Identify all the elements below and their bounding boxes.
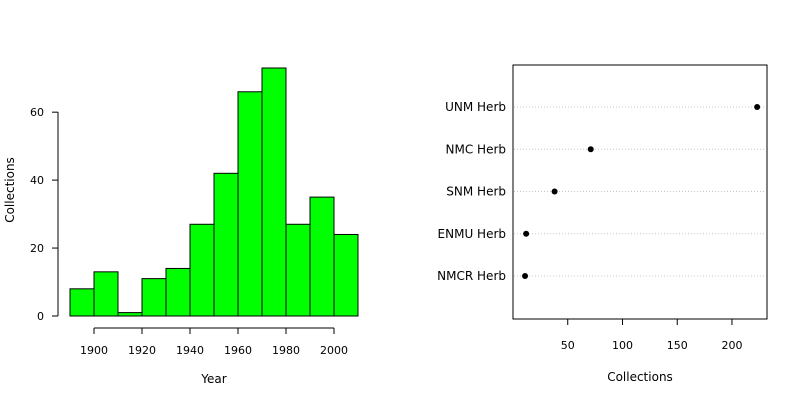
histogram-bar xyxy=(69,288,95,317)
histogram-bar xyxy=(261,67,287,317)
histogram-x-tick-label: 1920 xyxy=(128,344,156,357)
histogram-bar xyxy=(333,233,359,317)
dotchart-category-label: UNM Herb xyxy=(445,100,506,114)
histogram-bar xyxy=(141,278,167,317)
histogram-x-tick-label: 1980 xyxy=(272,344,300,357)
dotchart-point xyxy=(551,188,558,195)
dotchart-category-label: NMC Herb xyxy=(446,142,506,156)
histogram-bar xyxy=(213,172,239,317)
histogram-bar xyxy=(309,196,335,317)
dotchart-point xyxy=(523,230,530,237)
dotchart-point xyxy=(587,146,594,153)
dotchart-x-axis: 50 100 150 200 xyxy=(561,319,742,352)
histogram-x-tick-label: 1900 xyxy=(80,344,108,357)
dotchart-x-tick-label: 150 xyxy=(667,339,688,352)
dotchart-point xyxy=(754,104,761,110)
dotchart-plot-frame xyxy=(512,64,768,320)
dotchart-category-label: ENMU Herb xyxy=(438,227,506,241)
dotchart-x-tick-label: 200 xyxy=(721,339,742,352)
histogram-y-axis-title: Collections xyxy=(3,157,17,223)
dotchart-x-tick-label: 50 xyxy=(561,339,575,352)
histogram-y-tick-label: 20 xyxy=(30,242,44,255)
histogram-bar xyxy=(189,223,215,317)
histogram-x-axis-title: Year xyxy=(200,372,226,386)
histogram-bars xyxy=(69,67,359,317)
histogram-x-tick-label: 2000 xyxy=(320,344,348,357)
histogram-bar xyxy=(285,223,311,317)
histogram-panel: 1900 1920 1940 1960 1980 2000 0 20 40 60 Year Co… xyxy=(3,67,359,386)
dotchart-x-tick-label: 100 xyxy=(612,339,633,352)
histogram-x-axis: 1900 1920 1940 1960 1980 2000 xyxy=(80,327,348,357)
dotchart-points xyxy=(522,104,761,279)
histogram-bar xyxy=(165,267,191,317)
histogram-x-tick-label: 1940 xyxy=(176,344,204,357)
dotchart-panel: UNM Herb NMC Herb SNM Herb ENMU Herb NMCR He… xyxy=(437,64,768,384)
histogram-x-tick-label: 1960 xyxy=(224,344,252,357)
dotchart-point xyxy=(522,273,529,279)
histogram-bar xyxy=(93,271,119,317)
dotchart-x-axis-title: Collections xyxy=(607,370,673,384)
histogram-y-tick-label: 40 xyxy=(30,174,44,187)
dotchart-category-label: SNM Herb xyxy=(446,185,506,199)
histogram-bar xyxy=(117,312,143,317)
histogram-y-axis: 0 20 40 60 xyxy=(30,106,59,323)
histogram-bar xyxy=(237,91,263,317)
dotchart-category-label: NMCR Herb xyxy=(437,269,506,283)
histogram-y-tick-label: 60 xyxy=(30,106,44,119)
histogram-y-tick-label: 0 xyxy=(37,310,44,323)
dotchart-category-labels: UNM Herb NMC Herb SNM Herb ENMU Herb NMCR He… xyxy=(437,100,506,283)
